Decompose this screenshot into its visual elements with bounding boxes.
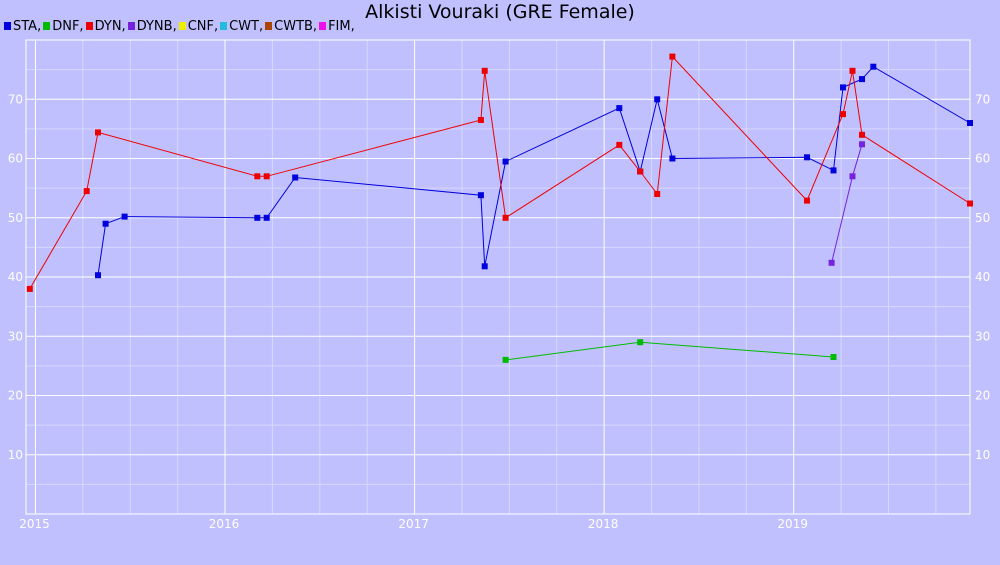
x-tick-label: 2016 — [209, 517, 240, 531]
legend-label: DNF, — [52, 19, 84, 34]
data-point-dyn — [967, 200, 973, 207]
legend-item: FIM, — [319, 19, 355, 35]
data-point-dnf — [637, 339, 644, 346]
series-line-dynb — [831, 144, 863, 263]
data-point-dyn — [804, 197, 810, 204]
data-point-dyn — [849, 67, 856, 74]
y-tick-label: 40 — [8, 270, 23, 284]
y-tick-label: 20 — [8, 389, 23, 403]
y-tick-label: 60 — [8, 152, 23, 166]
data-point-sta — [95, 272, 101, 279]
legend-swatch — [85, 22, 93, 30]
data-point-sta — [654, 96, 661, 103]
data-point-sta — [859, 76, 865, 83]
data-point-dyn — [502, 214, 509, 221]
legend-swatch — [127, 22, 135, 30]
data-point-sta — [669, 155, 676, 162]
plot-border — [25, 39, 971, 515]
chart-title: Alkisti Vouraki (GRE Female) — [365, 1, 635, 23]
data-point-sta — [830, 167, 837, 174]
legend-item: DNF, — [43, 19, 84, 35]
data-point-dyn — [840, 111, 846, 118]
data-point-sta — [292, 174, 299, 181]
data-point-dnf — [830, 354, 837, 360]
y-tick-label-right: 60 — [975, 152, 990, 166]
y-tick-label: 10 — [8, 448, 23, 462]
y-tick-label: 50 — [8, 211, 23, 225]
series-line-dyn — [29, 55, 971, 290]
legend-swatch — [4, 22, 11, 30]
data-point-dyn — [481, 67, 488, 74]
data-point-dnf — [502, 356, 509, 363]
data-point-sta — [121, 213, 128, 220]
legend-swatch — [265, 22, 273, 30]
data-point-dyn — [859, 131, 865, 138]
y-tick-label-right: 20 — [975, 389, 990, 403]
data-point-sta — [967, 120, 973, 126]
legend-item: DYN, — [85, 19, 126, 35]
legend-label: CWTB, — [274, 19, 318, 34]
data-point-sta — [840, 84, 846, 91]
legend-item: CNF, — [178, 19, 219, 35]
data-point-dynb — [828, 259, 835, 266]
data-point-dyn — [669, 53, 676, 60]
y-tick-label-right: 40 — [975, 270, 990, 284]
data-point-sta — [263, 214, 270, 221]
legend-swatch — [178, 22, 186, 30]
data-point-dyn — [654, 191, 661, 197]
data-point-dynb — [859, 141, 865, 148]
legend-item: CWTB, — [265, 19, 317, 35]
data-point-sta — [616, 105, 623, 112]
x-tick-label: 2015 — [19, 517, 50, 531]
data-point-dyn — [95, 129, 101, 136]
legend-item: CWT, — [220, 19, 263, 35]
series-line-sta — [97, 66, 971, 276]
y-tick-label-right: 50 — [975, 211, 990, 225]
chart-legend: STA, DNF, DYN, DYNB, CNF, CWT, CWTB, FIM, — [4, 19, 357, 35]
data-point-sta — [804, 154, 810, 161]
legend-label: STA, — [13, 19, 42, 34]
x-tick-label: 2017 — [398, 517, 429, 531]
data-point-dyn — [254, 173, 261, 180]
legend-label: DYN, — [94, 19, 126, 34]
legend-swatch — [43, 22, 51, 30]
data-point-sta — [502, 158, 509, 165]
data-point-dynb — [849, 173, 856, 180]
data-point-dyn — [477, 117, 484, 123]
data-point-sta — [870, 63, 877, 70]
data-point-dyn — [26, 285, 33, 292]
y-tick-label-right: 10 — [975, 448, 990, 462]
data-point-dyn — [616, 141, 623, 148]
y-tick-label-right: 30 — [975, 329, 990, 343]
data-point-dyn — [263, 173, 270, 180]
legend-item: DYNB, — [127, 19, 177, 35]
data-point-sta — [477, 192, 484, 199]
y-tick-label: 30 — [8, 329, 23, 343]
data-point-dyn — [637, 168, 644, 175]
y-tick-label: 70 — [8, 92, 23, 106]
legend-label: CNF, — [187, 19, 219, 34]
legend-swatch — [319, 22, 327, 30]
data-point-sta — [254, 214, 261, 221]
data-point-sta — [481, 263, 488, 270]
legend-label: FIM, — [328, 19, 355, 34]
series-line-dnf — [505, 341, 834, 361]
y-tick-label-right: 70 — [975, 92, 990, 106]
legend-swatch — [220, 22, 228, 30]
legend-item: STA, — [4, 19, 41, 35]
data-point-sta — [102, 220, 109, 227]
legend-label: DYNB, — [136, 19, 177, 34]
x-tick-label: 2019 — [777, 517, 808, 531]
data-point-dyn — [83, 188, 90, 195]
x-tick-label: 2018 — [588, 517, 619, 531]
legend-label: CWT, — [229, 19, 264, 34]
